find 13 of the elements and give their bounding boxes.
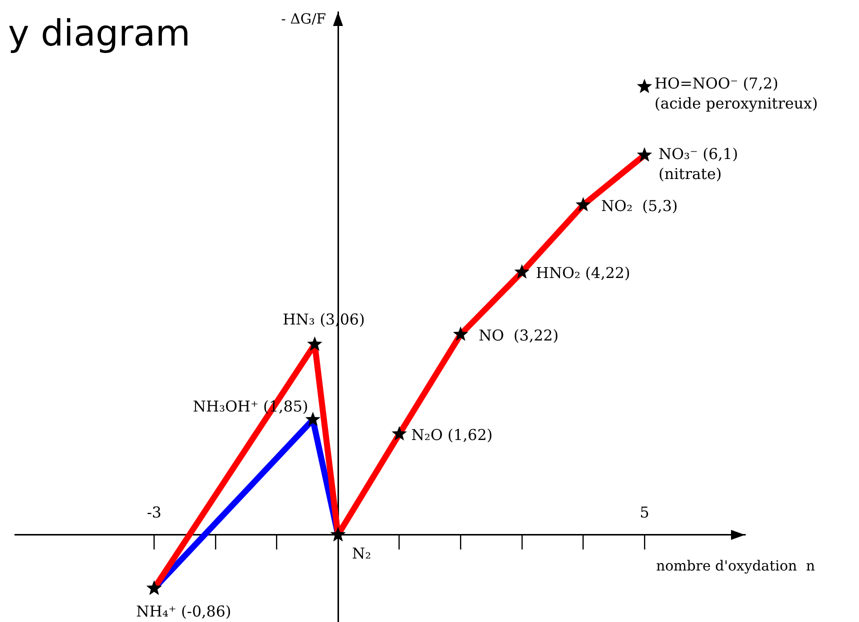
data-label: HNO₂ (4,22) bbox=[536, 264, 630, 282]
data-label: NO₂ (5,3) bbox=[601, 196, 678, 215]
data-label: NO₃⁻ (6,1) (nitrate) bbox=[658, 145, 738, 184]
data-label: NO (3,22) bbox=[478, 326, 559, 344]
x-tick-label: -3 bbox=[146, 504, 162, 522]
data-label: N₂O (1,62) bbox=[411, 426, 493, 444]
y-axis-title: - ΔG/F bbox=[281, 12, 326, 28]
x-axis-title: nombre d'oxydation n bbox=[656, 558, 815, 574]
data-label: HO=NOO⁻ (7,2) (acide peroxynitreux) bbox=[654, 74, 818, 113]
x-tick-label: 5 bbox=[640, 504, 650, 522]
annotation: N₂ bbox=[352, 544, 372, 563]
data-label: NH₄⁺ (-0,86) bbox=[136, 602, 232, 620]
chart-title: y diagram bbox=[8, 13, 190, 54]
